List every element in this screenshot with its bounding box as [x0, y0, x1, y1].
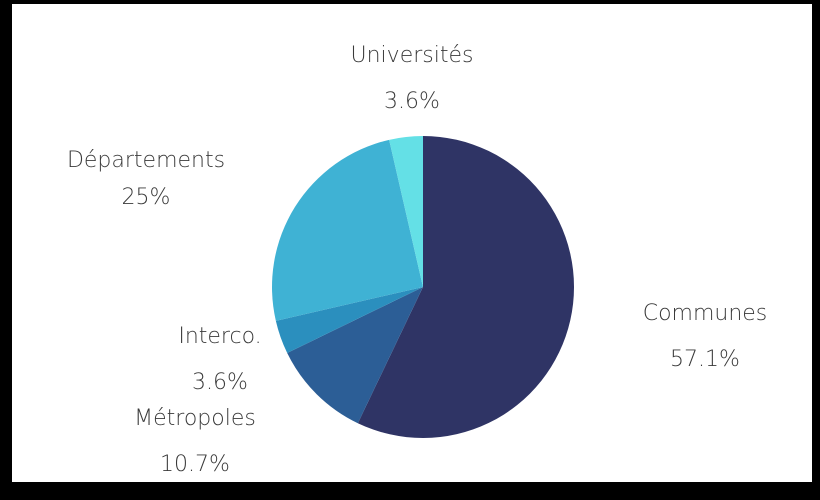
slice-label-interco: Interco. — [178, 324, 261, 349]
pie-slice-departements — [272, 139, 423, 321]
slice-label-universites: Universités — [351, 43, 474, 68]
slice-value-metropoles: 10.7% — [160, 452, 230, 477]
chart-panel: Communes 57.1% Métropoles 10.7% Interco.… — [12, 4, 812, 482]
pie-slices — [272, 136, 575, 439]
pie-slice-metropoles — [287, 287, 423, 424]
pie-slice-interco — [275, 287, 423, 353]
pie-slice-universites — [389, 136, 423, 287]
pie-chart: Communes 57.1% Métropoles 10.7% Interco.… — [67, 43, 767, 477]
slice-value-communes: 57.1% — [670, 347, 740, 372]
slice-value-departements: 25% — [122, 185, 171, 210]
slice-value-interco: 3.6% — [192, 370, 248, 395]
pie-slice-communes — [357, 136, 575, 439]
slice-labels: Communes 57.1% Métropoles 10.7% Interco.… — [67, 43, 767, 477]
slice-label-departements: Départements — [67, 148, 225, 173]
slice-value-universites: 3.6% — [384, 89, 440, 114]
slice-label-communes: Communes — [643, 301, 768, 326]
slice-label-metropoles: Métropoles — [134, 406, 256, 431]
